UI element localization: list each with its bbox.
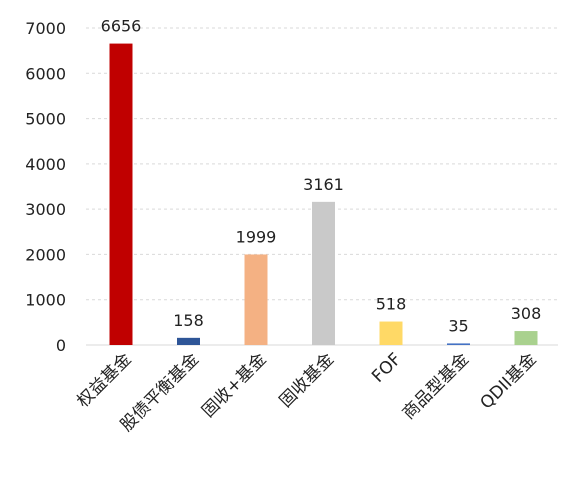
bar xyxy=(447,343,470,345)
bar xyxy=(312,201,335,345)
data-label: 6656 xyxy=(101,17,142,36)
bar xyxy=(244,254,268,345)
y-tick-label: 7000 xyxy=(25,19,66,38)
data-label: 35 xyxy=(448,316,468,335)
bar xyxy=(109,43,133,346)
bar xyxy=(514,331,538,345)
y-tick-label: 6000 xyxy=(25,64,66,83)
x-tick-label: FOF xyxy=(368,349,405,386)
x-tick-label: 商品型基金 xyxy=(399,349,473,423)
bar xyxy=(379,321,403,345)
data-label: 3161 xyxy=(303,175,344,194)
bar xyxy=(177,337,200,345)
y-tick-label: 4000 xyxy=(25,155,66,174)
data-label: 158 xyxy=(173,311,204,330)
y-tick-label: 2000 xyxy=(25,245,66,264)
y-tick-label: 0 xyxy=(56,336,66,355)
y-tick-label: 5000 xyxy=(25,110,66,129)
x-tick-label: 固收+基金 xyxy=(198,349,270,421)
y-tick-label: 1000 xyxy=(25,291,66,310)
data-labels: 6656 158 1999 3161 518 35 308 xyxy=(101,17,542,336)
x-tick-label: QDII基金 xyxy=(477,349,541,413)
data-label: 308 xyxy=(511,304,542,323)
x-tick-label: 权益基金 xyxy=(73,349,135,411)
data-label: 1999 xyxy=(236,227,277,246)
bars xyxy=(109,43,538,346)
x-tick-label: 固收基金 xyxy=(276,349,338,411)
y-tick-label: 3000 xyxy=(25,200,66,219)
y-axis: 0 1000 2000 3000 4000 5000 6000 7000 xyxy=(25,19,66,355)
data-label: 518 xyxy=(376,295,407,314)
